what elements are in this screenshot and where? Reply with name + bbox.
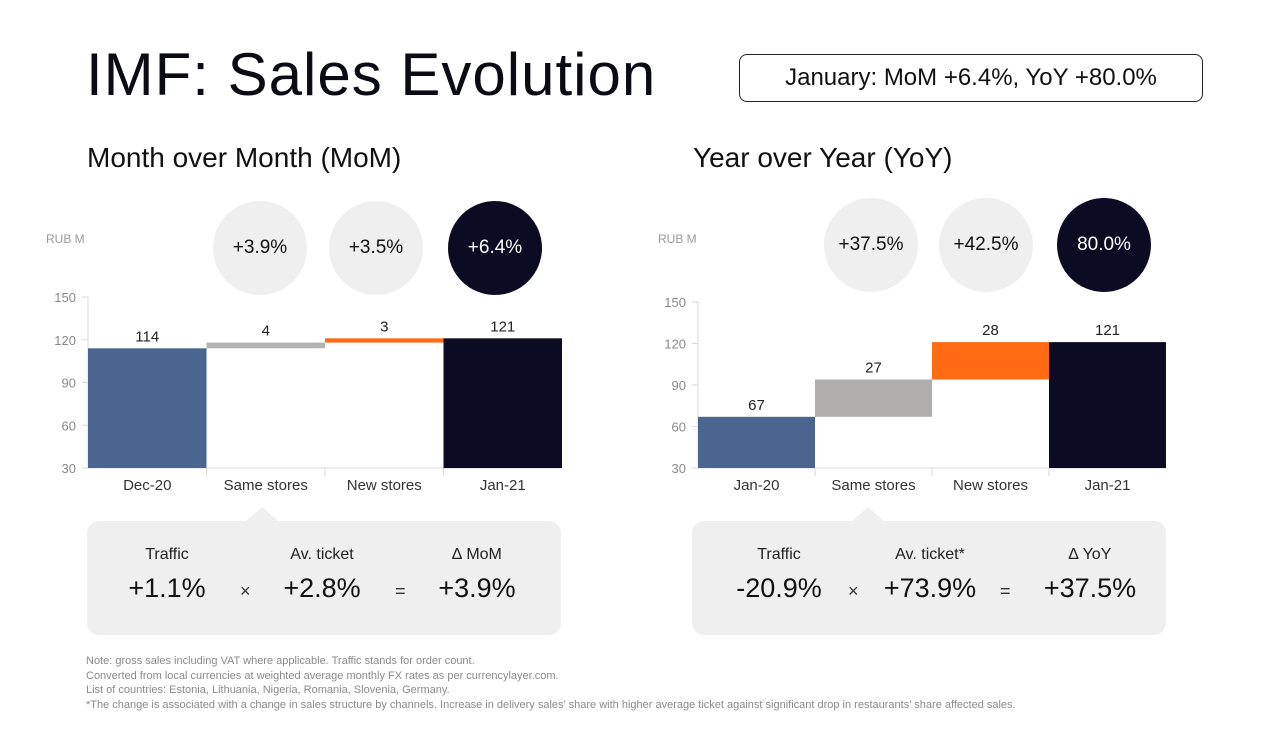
waterfall-bar [206,342,325,349]
mom-bubble-total: +6.4% [448,201,542,295]
multiply-sign: × [848,581,859,601]
yoy-bubble-total: 80.0% [1057,198,1151,292]
bar-value-label: 28 [982,322,999,339]
yoy-bubble-same-stores: +37.5% [824,198,918,292]
mom-ticket-label: Av. ticket [290,546,354,563]
mom-traffic-value: +1.1% [128,573,206,603]
y-tick-label: 120 [54,333,76,348]
y-tick-label: 150 [664,295,686,310]
callout-pointer [852,507,884,521]
footnote-line: List of countries: Estonia, Lithuania, N… [86,684,450,696]
yoy-delta-label: ∆ YoY [1068,546,1112,563]
yoy-unit-label: RUB M [658,232,697,246]
y-tick-label: 30 [62,461,76,476]
y-tick-label: 150 [54,290,76,305]
mom-ticket-value: +2.8% [283,573,361,603]
yoy-delta-value: +37.5% [1043,573,1137,603]
footnotes: Note: gross sales including VAT where ap… [86,654,1016,712]
mom-delta-label: ∆ MoM [452,546,502,563]
yoy-bubble-new-stores: +42.5% [939,198,1033,292]
footnote-line: Converted from local currencies at weigh… [86,669,559,682]
mom-breakdown-callout: Traffic +1.1% × Av. ticket +2.8% = ∆ MoM… [87,507,561,635]
bar-value-label: 27 [865,359,882,376]
waterfall-bar [1049,342,1166,468]
footnote-line: *The change is associated with a change … [86,698,1016,711]
waterfall-bar [88,348,207,468]
category-label: Jan-21 [1085,477,1131,494]
page-title: IMF: Sales Evolution [86,41,657,108]
yoy-waterfall-chart: 30 60 90 120 150 67 Jan-20 27 Same stores 28 New s… [664,295,1166,494]
mom-bubble-same-stores: +3.9% [213,201,307,295]
waterfall-bar [698,416,815,468]
category-label: New stores [347,477,422,494]
y-tick-label: 120 [664,337,686,352]
headline-summary: January: MoM +6.4%, YoY +80.0% [739,54,1203,102]
bar-value-label: 114 [135,328,159,345]
yoy-section-title: Year over Year (YoY) [693,142,953,173]
mom-delta-value: +3.9% [438,573,516,603]
y-tick-label: 60 [62,418,76,433]
equals-sign: = [395,581,406,601]
y-tick-label: 30 [672,461,686,476]
bar-value-label: 121 [1095,322,1120,339]
multiply-sign: × [240,581,251,601]
waterfall-bar [815,379,932,417]
y-tick-label: 90 [672,378,686,393]
category-label: New stores [953,477,1028,494]
category-label: Jan-21 [480,477,526,494]
category-label: Same stores [831,477,915,494]
waterfall-bar [325,338,444,343]
footnote-line: Note: gross sales including VAT where ap… [86,655,475,667]
bar-value-label: 3 [380,318,388,335]
y-tick-label: 90 [62,376,76,391]
equals-sign: = [1000,581,1011,601]
y-tick-label: 60 [672,420,686,435]
callout-pointer [246,507,278,521]
yoy-ticket-value: +73.9% [883,573,977,603]
bar-value-label: 4 [262,323,270,340]
yoy-ticket-label: Av. ticket* [895,546,965,563]
mom-traffic-label: Traffic [145,546,189,563]
mom-waterfall-chart: 30 60 90 120 150 114 Dec-20 4 Same stores 3 New st… [54,290,562,494]
bar-value-label: 67 [748,397,765,414]
waterfall-bar [932,342,1049,380]
waterfall-bar [443,338,562,468]
mom-section-title: Month over Month (MoM) [87,142,402,173]
category-label: Jan-20 [734,477,780,494]
yoy-breakdown-callout: Traffic -20.9% × Av. ticket* +73.9% = ∆ … [692,507,1166,635]
yoy-traffic-label: Traffic [757,546,801,563]
mom-bubble-new-stores: +3.5% [329,201,423,295]
yoy-traffic-value: -20.9% [736,573,822,603]
category-label: Dec-20 [123,477,171,494]
mom-unit-label: RUB M [46,232,85,246]
category-label: Same stores [224,477,308,494]
bar-value-label: 121 [490,318,515,335]
